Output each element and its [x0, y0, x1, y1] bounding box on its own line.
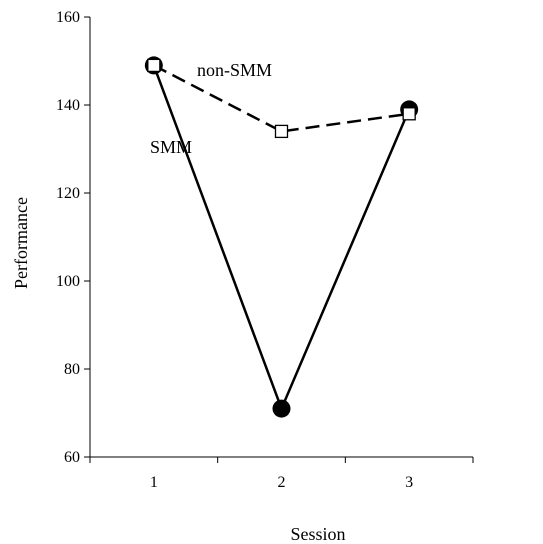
y-tick-label: 140	[56, 97, 80, 114]
y-tick-label: 160	[56, 9, 80, 26]
data-point-smm	[272, 399, 291, 418]
y-tick-label: 120	[56, 185, 80, 202]
y-tick-label: 80	[64, 361, 80, 378]
series-label-non-smm: non-SMM	[197, 60, 272, 80]
data-point-non-smm	[147, 58, 161, 73]
markers-layer	[144, 56, 419, 418]
data-point-non-smm	[274, 124, 289, 139]
data-point-non-smm	[402, 107, 416, 121]
x-axis-title: Session	[290, 524, 345, 544]
x-tick-label: 2	[278, 474, 286, 491]
series-label-smm: SMM	[150, 137, 192, 157]
series-line-non-smm	[153, 64, 410, 133]
y-axis-title: Performance	[11, 197, 31, 289]
y-tick-label: 100	[56, 273, 80, 290]
x-axis-ticks: 1 2 3	[89, 457, 474, 491]
y-axis-ticks: 60 80 100 120 140 160	[56, 9, 90, 466]
x-tick-label: 3	[405, 474, 413, 491]
axes	[89, 17, 473, 458]
x-tick-label: 1	[150, 474, 158, 491]
y-tick-label: 60	[64, 449, 80, 466]
